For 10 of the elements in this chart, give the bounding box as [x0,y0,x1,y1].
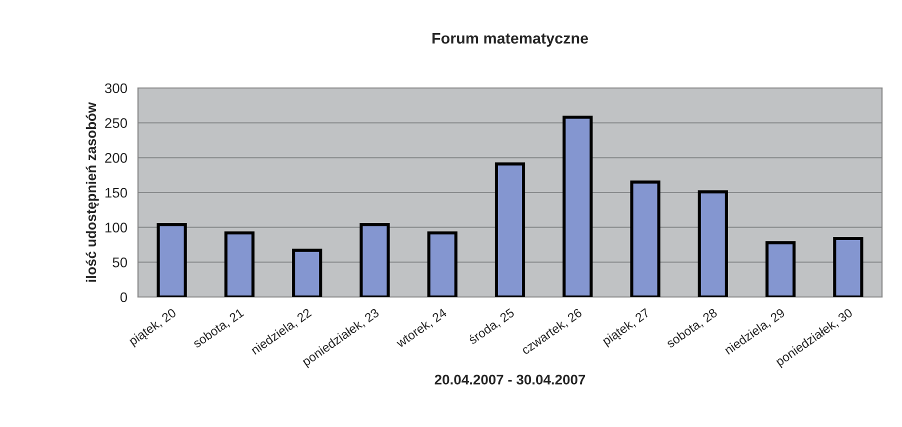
y-axis-title: ilość udostępnień zasobów [86,102,99,282]
y-tick-label: 200 [105,153,128,163]
y-tick-label: 250 [105,118,128,128]
y-tick-label: 150 [105,188,128,198]
y-tick-label: 100 [105,222,128,233]
y-tick-label: 300 [104,83,128,94]
y-tick-label: 0 [120,292,128,302]
x-axis-title: 20.04.2007 - 30.04.2007 [434,374,586,385]
y-tick-label: 50 [112,258,128,268]
chart-title: Forum matematyczne [432,33,588,47]
